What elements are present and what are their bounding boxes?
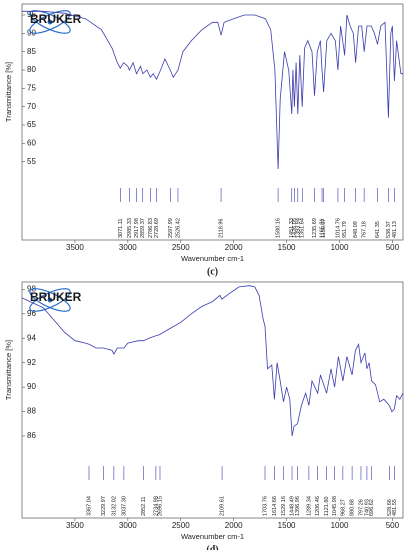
peak-label: 848.09 bbox=[353, 221, 359, 238]
peak-label: 1451.33 bbox=[289, 218, 295, 238]
logo-dot bbox=[47, 297, 53, 303]
peak-label: 951.79 bbox=[342, 221, 348, 238]
y-axis-title: Transmittance [%] bbox=[4, 340, 13, 400]
peak-label: 2917.98 bbox=[134, 218, 140, 238]
y-tick-label: 70 bbox=[27, 102, 36, 111]
peak-label: 1396.96 bbox=[295, 496, 301, 516]
y-tick-label: 90 bbox=[27, 382, 36, 391]
x-tick-label: 500 bbox=[386, 521, 400, 530]
x-tick-label: 1000 bbox=[331, 243, 349, 252]
y-tick-label: 96 bbox=[27, 309, 36, 318]
y-tick-label: 92 bbox=[27, 358, 36, 367]
y-tick-label: 86 bbox=[27, 431, 36, 440]
peak-label: 2118.96 bbox=[219, 219, 225, 238]
y-tick-label: 94 bbox=[27, 333, 36, 342]
x-tick-label: 3500 bbox=[66, 521, 84, 530]
peak-label: 1351.64 bbox=[300, 218, 306, 238]
y-tick-label: 60 bbox=[27, 138, 36, 147]
peak-label: 2728.69 bbox=[154, 218, 160, 238]
logo-dot bbox=[47, 19, 53, 25]
peak-label: 1580.16 bbox=[276, 218, 282, 238]
x-tick-label: 500 bbox=[386, 243, 400, 252]
y-tick-label: 65 bbox=[27, 120, 36, 129]
peak-label: 1206.46 bbox=[315, 496, 321, 516]
peak-label: 1614.66 bbox=[272, 496, 278, 516]
peak-label: 2786.83 bbox=[148, 218, 154, 238]
peak-label: 1150.07 bbox=[321, 219, 327, 238]
peak-label: 740.93 bbox=[364, 499, 370, 516]
x-tick-label: 1500 bbox=[278, 243, 296, 252]
peak-label: 3229.97 bbox=[101, 496, 107, 516]
peak-label: 797.26 bbox=[358, 499, 364, 516]
peak-label: 3071.11 bbox=[118, 219, 124, 238]
peak-label: 968.27 bbox=[340, 499, 346, 516]
caption: (c) bbox=[207, 266, 218, 277]
logo: BRUKER bbox=[30, 12, 82, 26]
peak-label: 696.62 bbox=[369, 499, 375, 516]
x-tick-label: 1500 bbox=[278, 521, 296, 530]
y-tick-label: 95 bbox=[27, 10, 36, 19]
plot-frame bbox=[21, 3, 404, 241]
logo-orbit bbox=[29, 288, 71, 312]
plot-frame bbox=[21, 281, 404, 519]
peak-label: 641.35 bbox=[375, 221, 381, 238]
peak-label: 2109.61 bbox=[220, 496, 226, 516]
peak-label: 2526.42 bbox=[175, 218, 181, 238]
peak-label: 2696.15 bbox=[157, 496, 163, 516]
x-axis-title: Wavenumber cm-1 bbox=[181, 254, 244, 263]
y-tick-label: 80 bbox=[27, 65, 36, 74]
y-tick-label: 88 bbox=[27, 407, 36, 416]
peak-label: 1289.34 bbox=[306, 496, 312, 516]
x-axis-title: Wavenumber cm-1 bbox=[181, 532, 244, 541]
peak-label: 1121.60 bbox=[324, 497, 330, 516]
y-tick-label: 55 bbox=[27, 157, 36, 166]
x-tick-label: 2500 bbox=[172, 521, 190, 530]
caption: (d) bbox=[206, 544, 218, 550]
y-axis-title: Transmittance [%] bbox=[4, 62, 13, 122]
peak-label: 767.18 bbox=[362, 221, 368, 238]
spectrum-line bbox=[22, 10, 403, 170]
x-tick-label: 2000 bbox=[225, 243, 243, 252]
logo-orbit bbox=[29, 10, 71, 34]
logo: BRUKER bbox=[30, 290, 82, 304]
peak-label: 1235.69 bbox=[312, 218, 318, 238]
peak-label: 3132.02 bbox=[111, 496, 117, 516]
peak-label: 481.13 bbox=[392, 221, 398, 238]
peak-label: 528.66 bbox=[387, 499, 393, 516]
peak-label: 1165.01 bbox=[319, 219, 325, 238]
peak-label: 1426.05 bbox=[292, 218, 298, 238]
peak-label: 1393.94 bbox=[295, 218, 301, 238]
peak-label: 2852.11 bbox=[141, 497, 147, 516]
x-tick-label: 2000 bbox=[225, 521, 243, 530]
peak-label: 1448.49 bbox=[289, 496, 295, 516]
peak-label: 1529.16 bbox=[281, 496, 287, 516]
peak-label: 1703.76 bbox=[262, 496, 268, 516]
logo-orbit bbox=[29, 10, 71, 34]
peak-label: 1045.98 bbox=[332, 496, 338, 516]
peak-label: 3367.04 bbox=[86, 496, 92, 516]
logo-orbit bbox=[29, 288, 71, 312]
peak-label: 880.88 bbox=[350, 499, 356, 516]
peak-label: 2597.99 bbox=[168, 218, 174, 238]
y-tick-label: 75 bbox=[27, 83, 36, 92]
x-tick-label: 1000 bbox=[331, 521, 349, 530]
x-tick-label: 3000 bbox=[119, 243, 137, 252]
x-tick-label: 3500 bbox=[66, 243, 84, 252]
y-tick-label: 85 bbox=[27, 47, 36, 56]
peak-label: 2859.37 bbox=[140, 218, 146, 238]
peak-label: 538.37 bbox=[386, 221, 392, 238]
peak-label: 3037.30 bbox=[121, 496, 127, 516]
peak-label: 1014.76 bbox=[335, 218, 341, 238]
peak-label: 481.55 bbox=[392, 499, 398, 516]
x-tick-label: 3000 bbox=[119, 521, 137, 530]
x-tick-label: 2500 bbox=[172, 243, 190, 252]
peak-label: 2985.33 bbox=[127, 218, 133, 238]
spectrum-line bbox=[21, 285, 404, 437]
peak-label: 2734.98 bbox=[153, 496, 159, 516]
